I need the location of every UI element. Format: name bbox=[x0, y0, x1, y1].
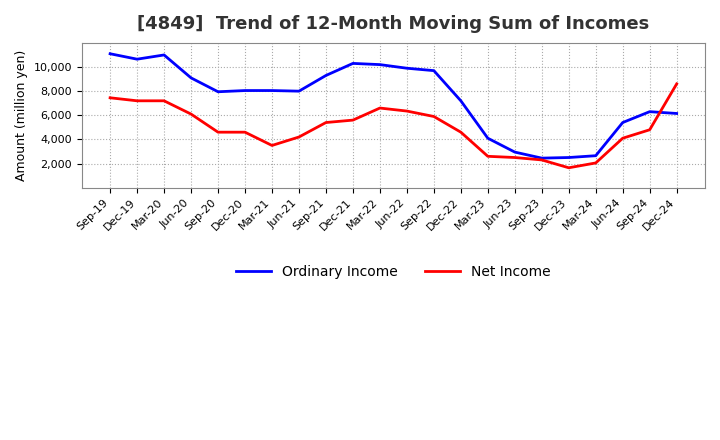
Net Income bbox=[672, 81, 681, 87]
Ordinary Income bbox=[618, 120, 627, 125]
Ordinary Income bbox=[132, 56, 141, 62]
Ordinary Income bbox=[106, 51, 114, 56]
Ordinary Income bbox=[240, 88, 249, 93]
Y-axis label: Amount (million yen): Amount (million yen) bbox=[15, 50, 28, 181]
Ordinary Income bbox=[268, 88, 276, 93]
Ordinary Income bbox=[564, 155, 573, 160]
Net Income bbox=[510, 155, 519, 160]
Line: Net Income: Net Income bbox=[110, 84, 677, 168]
Net Income bbox=[186, 111, 195, 117]
Ordinary Income bbox=[160, 52, 168, 58]
Net Income bbox=[591, 160, 600, 165]
Net Income bbox=[484, 154, 492, 159]
Ordinary Income bbox=[456, 98, 465, 103]
Net Income bbox=[348, 117, 357, 123]
Ordinary Income bbox=[484, 136, 492, 141]
Net Income bbox=[645, 127, 654, 132]
Ordinary Income bbox=[376, 62, 384, 67]
Net Income bbox=[618, 136, 627, 141]
Ordinary Income bbox=[348, 61, 357, 66]
Ordinary Income bbox=[294, 88, 303, 94]
Net Income bbox=[456, 129, 465, 135]
Ordinary Income bbox=[591, 153, 600, 158]
Net Income bbox=[214, 129, 222, 135]
Ordinary Income bbox=[537, 155, 546, 161]
Net Income bbox=[402, 108, 411, 114]
Title: [4849]  Trend of 12-Month Moving Sum of Incomes: [4849] Trend of 12-Month Moving Sum of I… bbox=[138, 15, 649, 33]
Ordinary Income bbox=[510, 150, 519, 155]
Net Income bbox=[240, 129, 249, 135]
Net Income bbox=[537, 157, 546, 162]
Ordinary Income bbox=[214, 89, 222, 95]
Net Income bbox=[160, 98, 168, 103]
Net Income bbox=[268, 143, 276, 148]
Ordinary Income bbox=[402, 66, 411, 71]
Ordinary Income bbox=[430, 68, 438, 73]
Net Income bbox=[106, 95, 114, 100]
Ordinary Income bbox=[322, 73, 330, 78]
Net Income bbox=[430, 114, 438, 119]
Net Income bbox=[294, 134, 303, 139]
Line: Ordinary Income: Ordinary Income bbox=[110, 54, 677, 158]
Legend: Ordinary Income, Net Income: Ordinary Income, Net Income bbox=[230, 260, 557, 285]
Ordinary Income bbox=[672, 111, 681, 116]
Net Income bbox=[376, 106, 384, 111]
Net Income bbox=[322, 120, 330, 125]
Net Income bbox=[564, 165, 573, 170]
Net Income bbox=[132, 98, 141, 103]
Ordinary Income bbox=[186, 75, 195, 81]
Ordinary Income bbox=[645, 109, 654, 114]
